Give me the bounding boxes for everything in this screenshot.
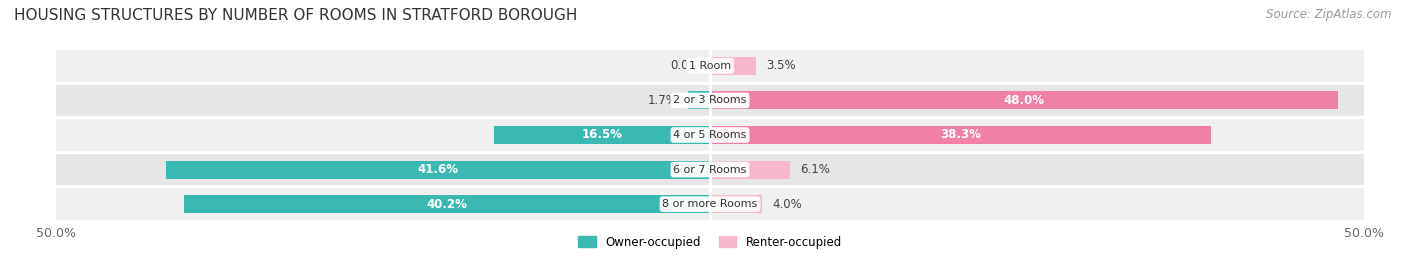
Text: 6.1%: 6.1%	[800, 163, 830, 176]
Text: 3.5%: 3.5%	[766, 59, 796, 72]
Bar	[688, 92, 710, 109]
Bar	[56, 85, 1364, 116]
Text: 40.2%: 40.2%	[427, 198, 468, 211]
Text: 41.6%: 41.6%	[418, 163, 458, 176]
Text: 6 or 7 Rooms: 6 or 7 Rooms	[673, 164, 747, 175]
Text: 38.3%: 38.3%	[941, 129, 981, 141]
Text: 48.0%: 48.0%	[1004, 94, 1045, 107]
Bar	[56, 188, 1364, 220]
Bar	[710, 126, 1211, 144]
Text: Source: ZipAtlas.com: Source: ZipAtlas.com	[1267, 8, 1392, 21]
Text: 8 or more Rooms: 8 or more Rooms	[662, 199, 758, 209]
Bar	[710, 195, 762, 213]
Bar	[710, 92, 1337, 109]
Text: 4 or 5 Rooms: 4 or 5 Rooms	[673, 130, 747, 140]
Text: 0.0%: 0.0%	[669, 59, 700, 72]
Text: 1 Room: 1 Room	[689, 61, 731, 71]
Text: HOUSING STRUCTURES BY NUMBER OF ROOMS IN STRATFORD BOROUGH: HOUSING STRUCTURES BY NUMBER OF ROOMS IN…	[14, 8, 578, 23]
Bar	[184, 195, 710, 213]
Bar	[495, 126, 710, 144]
Bar	[166, 161, 710, 178]
Legend: Owner-occupied, Renter-occupied: Owner-occupied, Renter-occupied	[574, 231, 846, 254]
Bar	[56, 154, 1364, 185]
Text: 2 or 3 Rooms: 2 or 3 Rooms	[673, 95, 747, 106]
Text: 1.7%: 1.7%	[648, 94, 678, 107]
Text: 4.0%: 4.0%	[773, 198, 803, 211]
Bar	[710, 57, 756, 75]
Bar	[56, 119, 1364, 151]
Bar	[56, 50, 1364, 82]
Bar	[710, 161, 790, 178]
Text: 16.5%: 16.5%	[582, 129, 623, 141]
